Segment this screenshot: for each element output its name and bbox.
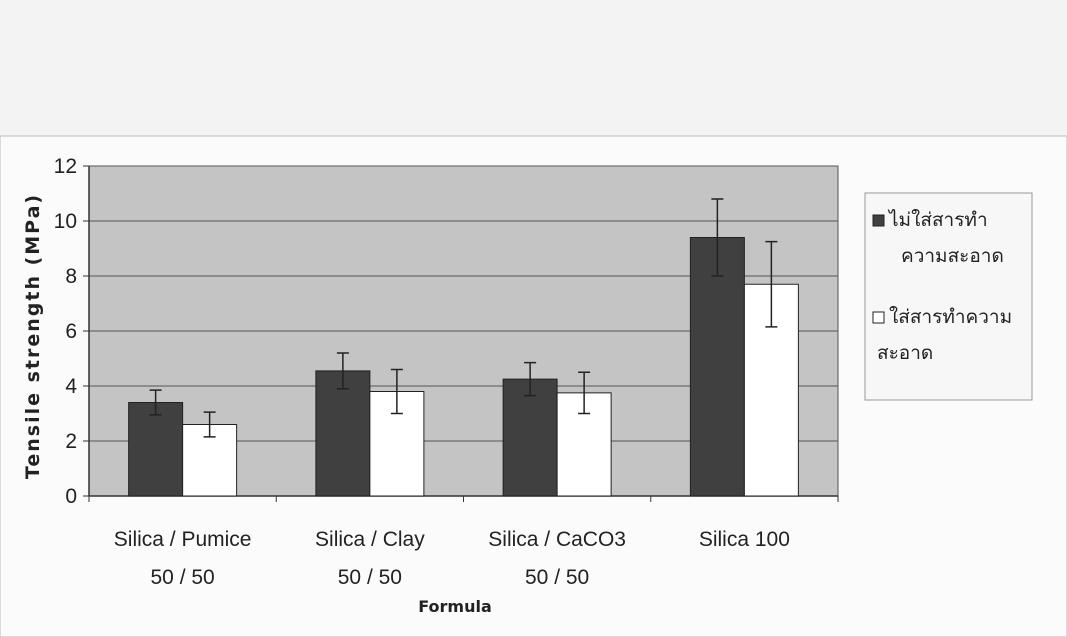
legend-label-series-2-line-1: ใส่สารทำความ [889, 306, 1012, 328]
legend: ไม่ใส่สารทำ ความสะอาด ใส่สารทำความ สะอาด [864, 192, 1033, 401]
bar [315, 370, 371, 497]
bar [502, 378, 558, 497]
bar [128, 402, 184, 497]
legend-label-series-1-line-2: ความสะอาด [901, 245, 1004, 267]
x-category-label: 50 / 50 [338, 566, 402, 589]
x-category-label: Silica / CaCO3 [488, 528, 626, 551]
legend-label-series-2-line-2: สะอาด [877, 342, 933, 364]
y-tick-label: 2 [65, 430, 77, 453]
legend-box [864, 192, 1033, 401]
x-category-label: Silica / Pumice [114, 528, 252, 551]
y-tick-label: 10 [54, 210, 77, 233]
bars-layer [128, 198, 799, 497]
y-tick-label: 8 [65, 265, 77, 288]
y-tick-label: 0 [65, 485, 77, 508]
x-category-label: 50 / 50 [151, 566, 215, 589]
legend-label-series-1-line-1: ไม่ใส่สารทำ [887, 209, 988, 231]
y-tick-label: 12 [54, 155, 77, 178]
y-tick-label: 6 [65, 320, 77, 343]
y-axis-title: Tensile strength (MPa) [22, 193, 44, 479]
x-axis-title: Formula [418, 597, 492, 616]
x-category-label: Silica 100 [699, 528, 790, 551]
legend-swatch-series-1 [872, 214, 885, 227]
x-category-label: 50 / 50 [525, 566, 589, 589]
legend-swatch-series-2 [872, 311, 885, 324]
labels-layer: 0 2 4 6 8 10 12 Silica / Pumice 50 / 50 Silica / … [54, 155, 790, 589]
y-tick-label: 4 [65, 375, 77, 398]
x-category-label: Silica / Clay [315, 528, 425, 551]
